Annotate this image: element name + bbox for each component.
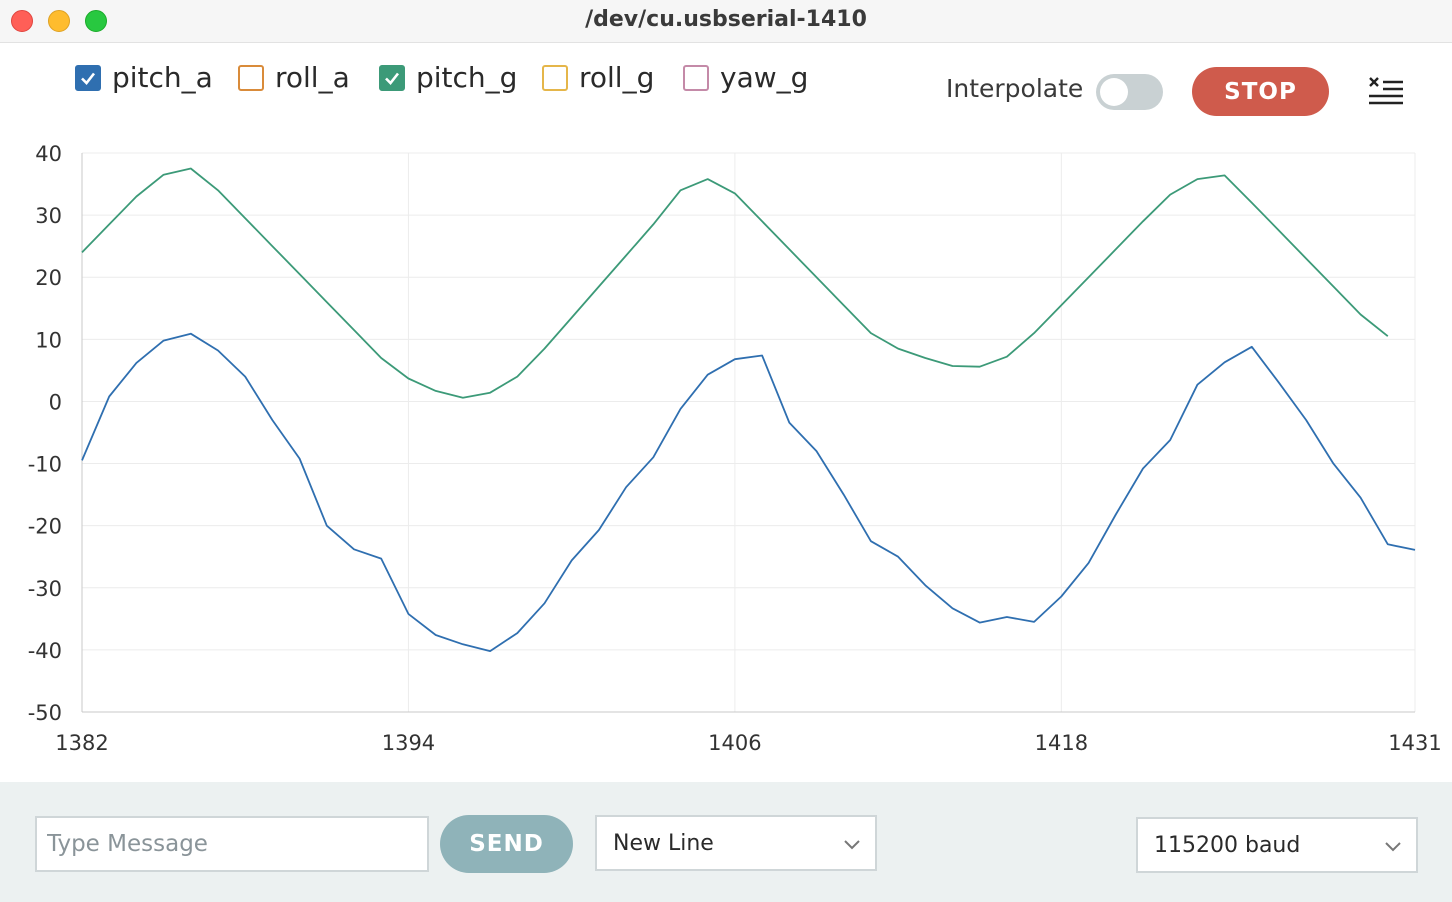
y-tick-label: -40 bbox=[28, 639, 62, 663]
y-tick-label: -20 bbox=[28, 515, 62, 539]
interpolate-label: Interpolate bbox=[946, 74, 1084, 103]
message-input[interactable] bbox=[35, 816, 429, 872]
y-tick-label: -10 bbox=[28, 453, 62, 477]
interpolate-toggle[interactable] bbox=[1096, 74, 1163, 110]
checkbox-pitch-g[interactable] bbox=[379, 65, 405, 91]
legend-label: roll_a bbox=[275, 61, 350, 94]
series-line-pitch-a bbox=[81, 332, 1416, 652]
checkbox-pitch-a[interactable] bbox=[75, 65, 101, 91]
chevron-down-icon bbox=[844, 840, 860, 850]
y-tick-label: -30 bbox=[28, 577, 62, 601]
x-tick-label: 1418 bbox=[1035, 731, 1088, 755]
checkmark-icon bbox=[81, 72, 96, 85]
baud-rate-select[interactable]: 115200 baud bbox=[1136, 817, 1418, 873]
line-ending-select[interactable]: New Line bbox=[595, 815, 877, 871]
y-tick-label: 30 bbox=[35, 204, 62, 228]
checkbox-yaw-g[interactable] bbox=[683, 65, 709, 91]
toggle-knob bbox=[1100, 78, 1128, 106]
legend-item-pitch-a[interactable]: pitch_a bbox=[75, 60, 213, 96]
x-tick-label: 1406 bbox=[708, 731, 761, 755]
series-line-pitch-g bbox=[81, 167, 1389, 399]
zoom-window-button[interactable] bbox=[85, 10, 107, 32]
clear-list-icon[interactable] bbox=[1366, 72, 1406, 110]
legend-label: pitch_g bbox=[416, 61, 518, 94]
legend-label: roll_g bbox=[579, 61, 655, 94]
y-tick-label: 20 bbox=[35, 266, 62, 290]
legend-item-pitch-g[interactable]: pitch_g bbox=[379, 60, 517, 96]
legend-item-roll-a[interactable]: roll_a bbox=[238, 60, 350, 96]
line-ending-value: New Line bbox=[613, 830, 714, 856]
y-tick-label: 10 bbox=[35, 328, 62, 352]
x-tick-label: 1431 bbox=[1388, 731, 1441, 755]
checkbox-roll-g[interactable] bbox=[542, 65, 568, 91]
checkmark-icon bbox=[385, 72, 400, 85]
close-window-button[interactable] bbox=[11, 10, 33, 32]
checkbox-roll-a[interactable] bbox=[238, 65, 264, 91]
legend-item-yaw-g[interactable]: yaw_g bbox=[683, 60, 808, 96]
window-title: /dev/cu.usbserial-1410 bbox=[585, 7, 867, 32]
chevron-down-icon bbox=[1385, 842, 1401, 852]
stop-button[interactable]: STOP bbox=[1192, 67, 1329, 116]
minimize-window-button[interactable] bbox=[48, 10, 70, 32]
y-tick-label: 0 bbox=[49, 390, 62, 414]
x-tick-label: 1394 bbox=[382, 731, 435, 755]
legend-label: yaw_g bbox=[720, 61, 809, 94]
legend-label: pitch_a bbox=[112, 61, 213, 94]
title-bar: /dev/cu.usbserial-1410 bbox=[0, 0, 1452, 43]
y-tick-label: -50 bbox=[28, 701, 62, 725]
serial-plot-chart: 40 30 20 10 0 -10 -20 -30 -40 -50 1382 1394 1406 1418… bbox=[28, 142, 1442, 755]
send-button[interactable]: SEND bbox=[440, 815, 573, 873]
legend-item-roll-g[interactable]: roll_g bbox=[542, 60, 654, 96]
y-tick-label: 40 bbox=[35, 142, 62, 166]
baud-rate-value: 115200 baud bbox=[1154, 832, 1301, 858]
x-tick-label: 1382 bbox=[55, 731, 108, 755]
